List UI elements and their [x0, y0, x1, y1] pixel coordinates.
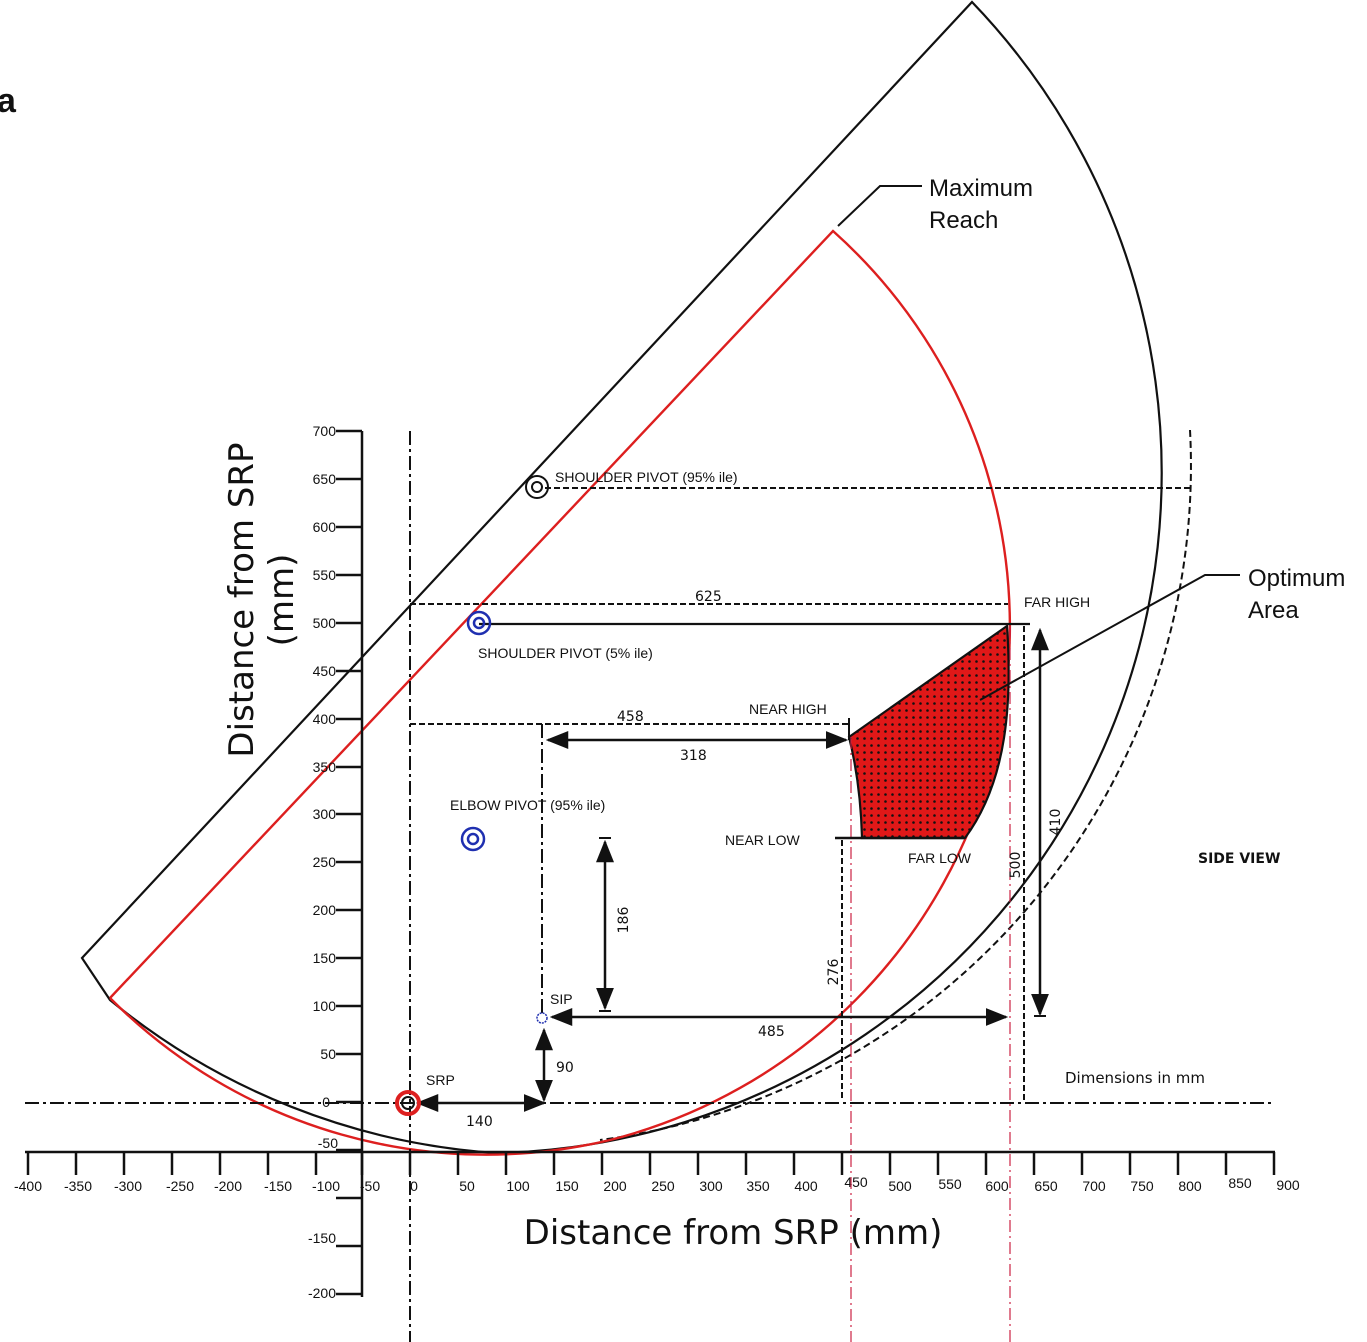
panel-label: a — [0, 82, 17, 120]
x-tick: -250 — [166, 1178, 194, 1194]
y-tick: 200 — [313, 902, 337, 918]
shoulder-pivot-95-label: SHOULDER PIVOT (95% ile) — [555, 469, 738, 485]
dim-500-value: 500 — [1008, 852, 1024, 879]
dim-186-value: 186 — [616, 907, 632, 934]
far-high-label: FAR HIGH — [1024, 594, 1090, 610]
y-tick: 50 — [320, 1046, 336, 1062]
reach-envelope-95 — [80, 0, 1163, 1155]
y-tick: 700 — [313, 423, 337, 439]
x-tick: 50 — [459, 1178, 475, 1194]
y-tick: -200 — [308, 1285, 336, 1301]
x-tick: -300 — [114, 1178, 142, 1194]
dim-318-value: 318 — [680, 748, 707, 764]
x-tick: -50 — [360, 1178, 380, 1194]
srp-point-icon — [395, 1090, 421, 1116]
y-tick: -50 — [318, 1135, 338, 1151]
y-axis — [336, 429, 364, 1297]
elbow-pivot-95-icon — [460, 826, 486, 852]
maximum-reach-curve — [109, 229, 1012, 1156]
x-tick: 800 — [1178, 1178, 1202, 1194]
x-axis-title: Distance from SRP (mm) — [524, 1213, 943, 1253]
maximum-reach-label-line1: Maximum — [929, 175, 1033, 202]
x-tick: -100 — [312, 1178, 340, 1194]
optimum-area-label-line1: Optimum — [1248, 565, 1345, 592]
y-tick: 150 — [313, 950, 337, 966]
dim-410-value: 410 — [1048, 809, 1064, 836]
optimum-area-label-line2: Area — [1248, 597, 1299, 624]
x-tick: -150 — [264, 1178, 292, 1194]
x-tick: 450 — [844, 1174, 868, 1190]
x-tick: 600 — [985, 1178, 1009, 1194]
y-tick: 350 — [313, 759, 337, 775]
near-low-label: NEAR LOW — [725, 832, 800, 848]
y-tick: 600 — [313, 519, 337, 535]
dim-276-value: 276 — [826, 959, 842, 986]
x-tick: -200 — [214, 1178, 242, 1194]
maximum-reach-leader — [837, 185, 922, 227]
x-tick: 150 — [555, 1178, 579, 1194]
shoulder-pivot-5-label: SHOULDER PIVOT (5% ile) — [478, 645, 653, 661]
side-view-label: SIDE VIEW — [1198, 851, 1280, 867]
x-tick: 850 — [1228, 1175, 1252, 1191]
shoulder-pivot-95-icon — [525, 475, 549, 499]
srp-label: SRP — [426, 1072, 455, 1088]
x-tick: 350 — [746, 1178, 770, 1194]
x-tick: 750 — [1130, 1178, 1154, 1194]
dim-90-value: 90 — [556, 1060, 574, 1076]
x-tick: 200 — [603, 1178, 627, 1194]
x-tick: 400 — [794, 1178, 818, 1194]
optimum-area — [847, 623, 1010, 840]
x-tick: 900 — [1276, 1177, 1300, 1193]
sip-label: SIP — [550, 991, 573, 1007]
y-tick: 650 — [313, 471, 337, 487]
elbow-pivot-95-label: ELBOW PIVOT (95% ile) — [450, 797, 605, 813]
y-tick: 550 — [313, 567, 337, 583]
x-tick: 550 — [938, 1176, 962, 1192]
x-tick: -400 — [14, 1178, 42, 1194]
y-tick-labels: 700 650 600 550 500 450 400 350 300 250 … — [308, 423, 338, 1301]
maximum-reach-label-line2: Reach — [929, 207, 998, 234]
x-axis — [25, 1150, 1276, 1175]
optimum-area-leader — [979, 574, 1240, 701]
y-tick: 100 — [313, 998, 337, 1014]
shoulder-pivot-5-icon — [466, 610, 492, 636]
dim-458-value: 458 — [617, 709, 644, 725]
near-high-label: NEAR HIGH — [749, 701, 827, 717]
y-tick: 500 — [313, 615, 337, 631]
x-tick: 300 — [699, 1178, 723, 1194]
x-tick: 0 — [410, 1178, 418, 1194]
x-tick: 500 — [888, 1178, 912, 1194]
dim-485-value: 485 — [758, 1024, 785, 1040]
x-tick: -350 — [64, 1178, 92, 1194]
x-tick: 250 — [651, 1178, 675, 1194]
y-tick: -150 — [308, 1230, 336, 1246]
sip-point-icon — [536, 1012, 548, 1024]
y-tick: 250 — [313, 854, 337, 870]
x-tick: 650 — [1034, 1178, 1058, 1194]
dim-625-value: 625 — [695, 589, 722, 605]
y-axis-title-line1: Distance from SRP — [222, 442, 262, 757]
x-tick: 700 — [1082, 1178, 1106, 1194]
far-low-label: FAR LOW — [908, 850, 972, 866]
y-tick: 450 — [313, 663, 337, 679]
y-axis-title-line2: (mm) — [262, 554, 302, 647]
x-tick: 100 — [506, 1178, 530, 1194]
x-tick-labels: -400 -350 -300 -250 -200 -150 -100 -50 0… — [14, 1174, 1300, 1194]
y-tick: 400 — [313, 711, 337, 727]
dimensions-note: Dimensions in mm — [1065, 1069, 1205, 1087]
dim-140-value: 140 — [466, 1114, 493, 1130]
y-tick: 300 — [313, 806, 337, 822]
